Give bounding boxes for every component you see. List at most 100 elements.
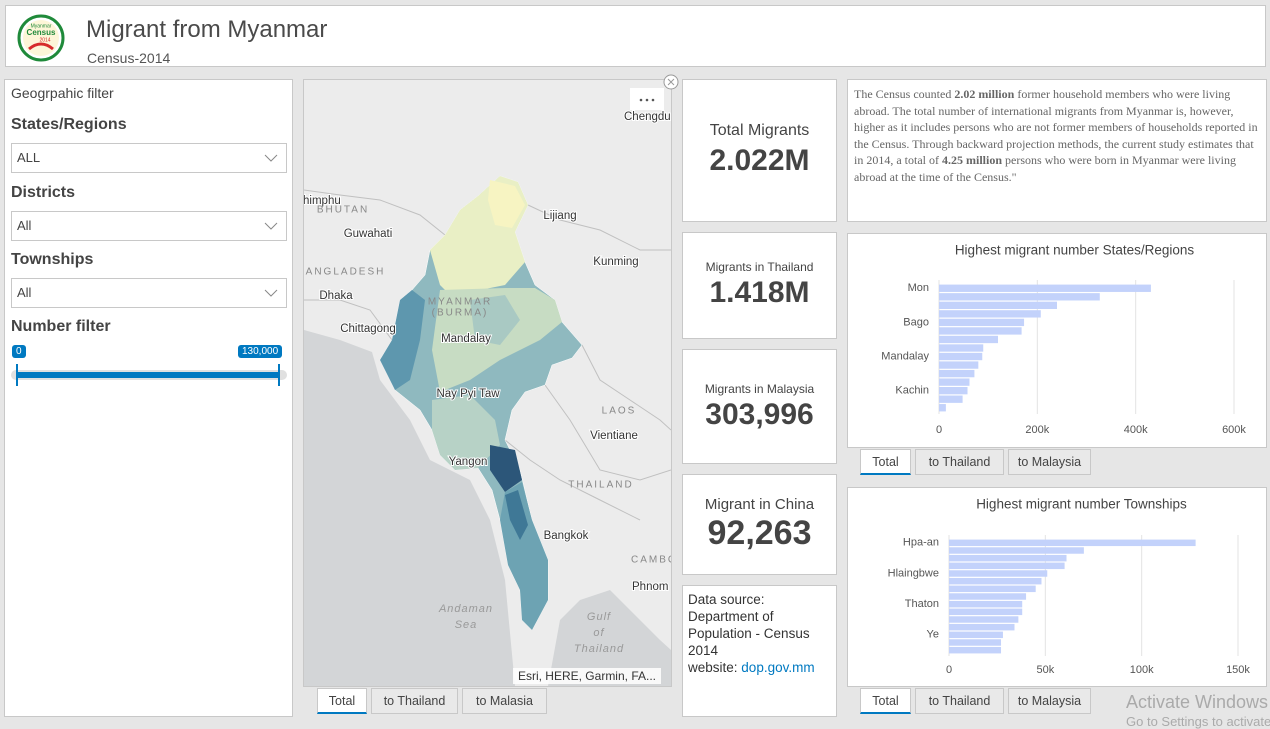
y-tick-label: Thaton <box>905 598 939 610</box>
data-source: Data source: Department of Population - … <box>682 585 837 717</box>
tab[interactable]: to Malaysia <box>1008 688 1091 714</box>
slider-max: 130,000 <box>238 345 283 358</box>
map-label: BHUTAN <box>317 205 369 216</box>
tab[interactable]: to Thailand <box>371 688 458 714</box>
indicator-label: Migrants in Thailand <box>705 260 814 274</box>
bar <box>939 293 1100 301</box>
filter-label: Districts <box>11 184 76 201</box>
header: Myanmar Census 2014 Migrant from Myanmar… <box>5 5 1266 67</box>
indicator-value: 2.022M <box>709 144 810 177</box>
subtitle: Census-2014 <box>87 50 171 66</box>
title: Migrant from Myanmar <box>86 16 328 43</box>
dropdown[interactable]: All <box>11 278 287 308</box>
map-label: Nay Pyi Taw <box>436 388 500 400</box>
bar <box>949 639 1002 646</box>
tab[interactable]: Total <box>860 688 911 714</box>
map-label: Sea <box>455 619 478 631</box>
dropdown-value: All <box>17 218 32 233</box>
dropdown[interactable]: All <box>11 211 287 241</box>
highlight: 4.25 million <box>941 153 1002 167</box>
dropdown-value: All <box>17 285 32 300</box>
map-label: Phnom Penh <box>632 581 671 593</box>
map-label: Gulf <box>587 611 611 623</box>
indicator-label: Migrant in China <box>704 496 815 513</box>
map[interactable]: Chengdu ThimphuBHUTAN Guwahati Lijiang Kunmi… <box>303 79 672 687</box>
y-tick-label: Bago <box>903 316 929 328</box>
bar <box>949 608 1023 616</box>
chart-card: Highest migrant number States/Regions 0 20… <box>847 233 1267 448</box>
bar <box>939 301 1057 309</box>
y-tick-label: Ye <box>927 629 939 641</box>
y-tick-label: Hpa-an <box>903 537 939 549</box>
bar <box>949 593 1027 600</box>
logo: Myanmar Census 2014 <box>17 14 65 62</box>
bar <box>949 631 1003 639</box>
chart-title: Highest migrant number Townships <box>976 497 1187 512</box>
indicator: Migrants in Malaysia 303,996 <box>682 349 837 464</box>
bar <box>939 378 970 386</box>
more-button[interactable] <box>630 88 664 110</box>
x-tick-label: 150k <box>1226 664 1250 676</box>
logo-text: Myanmar <box>31 23 52 29</box>
bar <box>939 327 1022 335</box>
indicator: Migrants in Thailand 1.418M <box>682 232 837 339</box>
y-tick-label: Hlaingbwe <box>888 567 939 579</box>
bar <box>939 352 983 361</box>
map-label: of <box>593 627 604 639</box>
indicator-value: 303,996 <box>705 398 814 431</box>
indicator-label: Migrants in Malaysia <box>704 382 815 396</box>
indicator-value: 92,263 <box>707 514 812 552</box>
bar <box>939 387 968 395</box>
map-label: Andaman <box>438 603 493 615</box>
bar <box>949 547 1084 554</box>
x-tick-label: 0 <box>936 424 942 436</box>
website-label: website: <box>688 660 738 675</box>
chart-card: Highest migrant number Townships 0 50k 100k… <box>847 487 1267 687</box>
expand-button[interactable] <box>663 74 679 90</box>
slider[interactable] <box>5 360 294 400</box>
chart: Highest migrant number Townships 0 50k 100k… <box>888 497 1251 676</box>
map-label: THAILAND <box>568 480 633 491</box>
bar <box>939 284 1151 292</box>
map-label: Bangkok <box>544 530 589 542</box>
bar <box>949 562 1065 570</box>
map-label: MYANMAR <box>428 297 492 308</box>
map-label: LAOS <box>602 406 637 417</box>
bar <box>949 646 1002 654</box>
tab[interactable]: Total <box>317 688 367 714</box>
map-label: Guwahati <box>344 228 393 240</box>
logo-text: 2014 <box>39 37 50 43</box>
dropdown[interactable]: ALL <box>11 143 287 173</box>
text: persons who were born in Myanmar were li… <box>854 153 1236 184</box>
bar <box>939 369 975 378</box>
filter-label: Number filter <box>11 318 111 335</box>
tab[interactable]: to Thailand <box>915 449 1004 475</box>
tab[interactable]: to Malasia <box>462 688 547 714</box>
map-label: Dhaka <box>319 290 353 302</box>
website-link[interactable]: dop.gov.mm <box>741 660 815 675</box>
filter-panel: Geogrpahic filter States/Regions ALL Dis… <box>4 79 293 717</box>
tab[interactable]: to Thailand <box>915 688 1004 714</box>
chevron <box>264 289 278 297</box>
map-label: Vientiane <box>590 430 638 442</box>
bar <box>939 344 984 352</box>
bar <box>949 585 1036 593</box>
description: The Census counted 2.02 million former h… <box>847 79 1267 222</box>
indicator-value: 1.418M <box>709 276 810 309</box>
x-tick-label: 50k <box>1036 664 1054 676</box>
bar <box>949 570 1048 577</box>
map-label: Lijiang <box>543 210 576 222</box>
indicator: Total Migrants 2.022M <box>682 79 837 222</box>
chart: Highest migrant number States/Regions 0 20… <box>881 243 1246 436</box>
dropdown-value: ALL <box>17 150 41 165</box>
map-label: Yangon <box>449 456 488 468</box>
chevron <box>264 222 278 230</box>
bar <box>939 361 979 369</box>
tab[interactable]: Total <box>860 449 911 475</box>
tab[interactable]: to Malaysia <box>1008 449 1091 475</box>
x-tick-label: 600k <box>1222 424 1246 436</box>
source-text: Data source: Department of Population - … <box>688 592 810 658</box>
y-tick-label: Mandalay <box>881 350 929 362</box>
logo-text: Census <box>27 28 56 37</box>
